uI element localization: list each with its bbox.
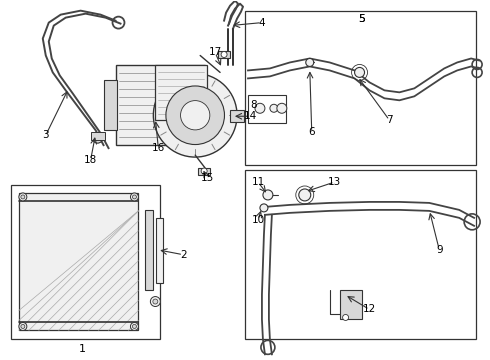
Circle shape — [221, 51, 227, 58]
Circle shape — [19, 323, 27, 330]
Bar — [156, 218, 163, 283]
Text: 8: 8 — [250, 100, 257, 110]
Text: 16: 16 — [152, 143, 165, 153]
Circle shape — [132, 195, 136, 199]
Text: 3: 3 — [43, 130, 49, 140]
Bar — [340, 289, 362, 319]
Circle shape — [260, 204, 268, 212]
Text: 14: 14 — [244, 111, 257, 121]
Circle shape — [201, 168, 207, 174]
Circle shape — [93, 133, 102, 143]
Text: 6: 6 — [308, 127, 315, 137]
Circle shape — [270, 104, 278, 112]
Circle shape — [277, 103, 287, 113]
Text: 5: 5 — [358, 14, 365, 24]
Bar — [248, 95, 286, 123]
Bar — [116, 66, 205, 145]
Circle shape — [21, 324, 25, 328]
Circle shape — [255, 103, 265, 113]
Bar — [198, 168, 210, 175]
Text: 11: 11 — [251, 177, 265, 187]
Text: 18: 18 — [84, 155, 97, 165]
Text: 17: 17 — [208, 48, 222, 58]
Bar — [91, 132, 104, 140]
Bar — [103, 80, 118, 130]
Text: 4: 4 — [259, 18, 265, 28]
Text: 2: 2 — [180, 250, 187, 260]
Circle shape — [299, 189, 311, 201]
Bar — [245, 170, 476, 339]
Text: 1: 1 — [79, 345, 86, 354]
Circle shape — [355, 67, 365, 77]
Text: 9: 9 — [436, 245, 442, 255]
Circle shape — [153, 299, 158, 304]
Circle shape — [150, 297, 160, 306]
Circle shape — [130, 193, 138, 201]
Text: 5: 5 — [358, 14, 365, 24]
Circle shape — [180, 100, 210, 130]
Text: 7: 7 — [386, 115, 393, 125]
Bar — [146, 210, 153, 289]
Circle shape — [132, 324, 136, 328]
Bar — [19, 193, 138, 330]
Circle shape — [21, 195, 25, 199]
Bar — [155, 66, 207, 120]
Bar — [245, 11, 476, 165]
Bar — [11, 185, 160, 339]
Circle shape — [306, 58, 314, 67]
Circle shape — [19, 193, 27, 201]
Circle shape — [130, 323, 138, 330]
Text: 13: 13 — [328, 177, 341, 187]
Bar — [230, 110, 244, 122]
Bar — [218, 50, 230, 58]
Circle shape — [343, 315, 348, 320]
Text: 10: 10 — [251, 215, 265, 225]
Circle shape — [263, 190, 273, 200]
Text: 15: 15 — [200, 173, 214, 183]
Circle shape — [153, 73, 237, 157]
Text: 12: 12 — [363, 305, 376, 315]
Circle shape — [166, 86, 224, 144]
